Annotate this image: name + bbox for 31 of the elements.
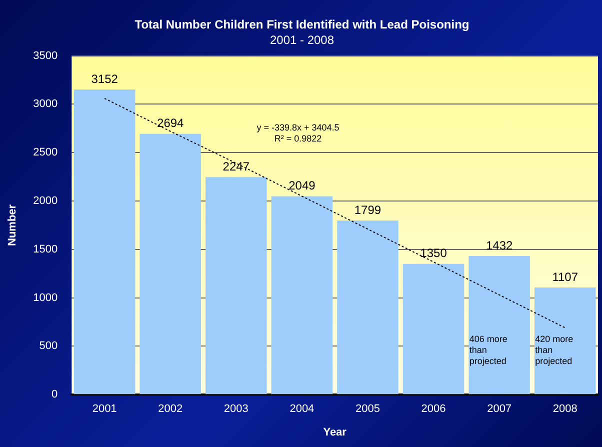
data-label: 1350	[420, 246, 448, 260]
y-axis-title: Number	[6, 204, 19, 246]
annotation: 420 more than projected	[535, 334, 574, 366]
data-label: 2694	[157, 116, 184, 130]
y-tick-label: 1500	[33, 243, 58, 256]
y-tick-label: 1000	[33, 292, 58, 304]
x-tick-label: 2006	[421, 403, 446, 416]
x-tick-label: 2008	[552, 403, 578, 416]
data-label: 2049	[288, 178, 316, 193]
x-tick-label: 2003	[224, 403, 248, 416]
y-tick-label: 3500	[33, 50, 58, 62]
annotation: 406 more than projected	[469, 334, 508, 366]
x-tick-label: 2007	[487, 403, 512, 416]
annotation: y = -339.8x + 3404.5 R² = 0.9822	[256, 122, 340, 144]
y-tick-label: 3000	[33, 98, 58, 110]
y-tick-label: 2500	[33, 146, 58, 159]
x-tick-label: 2005	[355, 403, 380, 416]
x-tick-label: 2001	[92, 403, 117, 416]
x-tick-label: 2004	[290, 403, 314, 416]
y-tick-label: 0	[52, 388, 58, 401]
data-label: 2247	[222, 159, 250, 174]
data-label: 1799	[354, 202, 382, 217]
y-tick-label: 500	[39, 340, 58, 352]
y-tick-label: 2000	[33, 195, 58, 208]
chart-title: Total Number Children First Identified with Lead Poisoning	[134, 18, 470, 32]
data-label: 1432	[486, 238, 513, 252]
data-label: 3152	[91, 72, 118, 86]
data-label: 1107	[552, 270, 578, 284]
x-tick-label: 2002	[158, 403, 183, 416]
x-axis-title: Year	[323, 426, 348, 438]
chart-subtitle: 2001 - 2008	[270, 32, 334, 47]
